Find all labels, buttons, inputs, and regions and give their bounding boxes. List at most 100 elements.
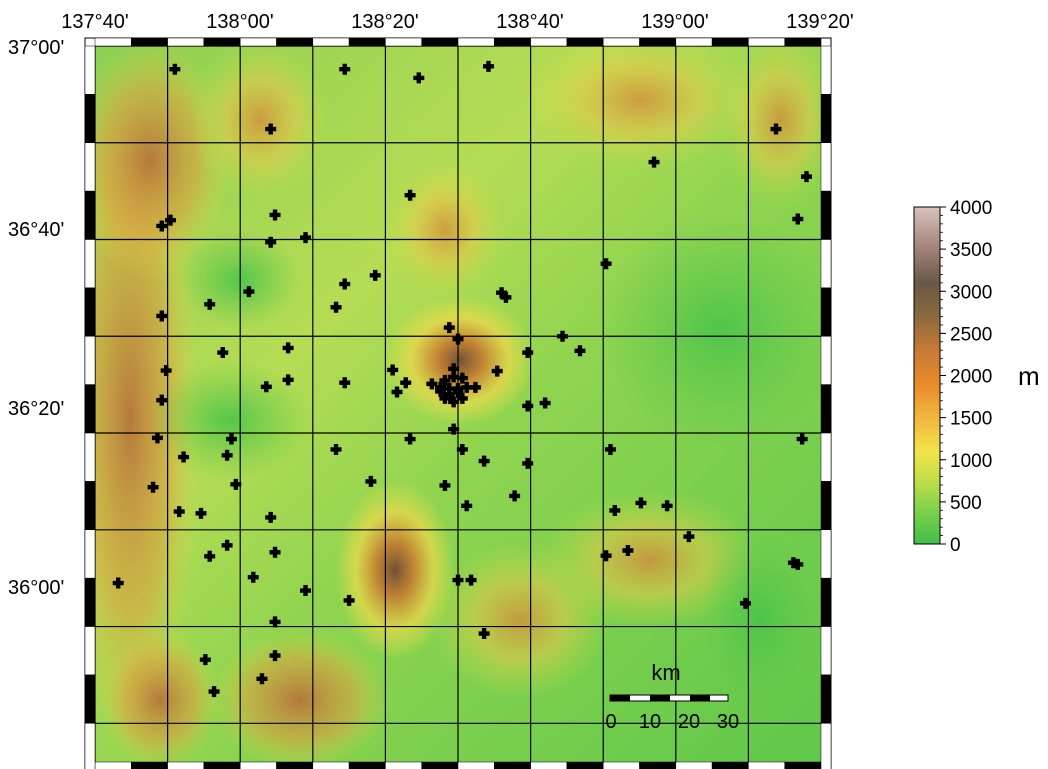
colorbar-tick-label: 2500 [950,324,992,345]
lon-label: 138°00' [206,11,273,33]
colorbar-tick-label: 1000 [950,451,992,472]
frame-tick-bottom [203,761,241,769]
station-marker [169,63,181,75]
station-marker [443,322,455,334]
station-marker [217,347,229,359]
station-marker [461,381,473,393]
frame-tick-left [84,190,96,240]
station-marker [740,597,752,609]
scale-segment [610,695,630,701]
station-marker [452,333,464,345]
station-marker [282,342,294,354]
lon-label: 138°20' [351,11,418,33]
seismic-stations [112,60,812,698]
station-marker [282,374,294,386]
station-marker [156,220,168,232]
station-marker [269,616,281,628]
station-marker [225,433,237,445]
longitude-labels: 137°40' 138°00' 138°20' 138°40' 139°00' … [61,11,853,33]
station-marker [221,539,233,551]
frame-tick-right [820,336,832,385]
frame-tick-top [639,37,677,47]
station-marker [269,209,281,221]
frame-tick-top [784,37,822,47]
frame-tick-right [820,529,832,579]
station-marker [339,278,351,290]
station-marker [574,345,586,357]
colorbar-tick-label: 3500 [950,240,992,261]
lon-label: 138°40' [496,11,563,33]
frame-tick-left [84,723,96,769]
lat-label: 36°40' [8,219,64,241]
colorbar-ticks: 4000 3500 3000 2500 2000 1500 1000 500 0 [940,198,992,556]
frame-tick-bottom [239,761,277,769]
station-marker [609,504,621,516]
frame-tick-top [385,37,422,47]
frame-tick-left [84,94,96,144]
station-marker [339,377,351,389]
station-marker [522,347,534,359]
frame-tick-bottom [639,761,677,769]
station-marker [770,123,782,135]
frame-tick-top [203,37,241,47]
station-marker [539,397,551,409]
station-marker [456,372,468,384]
station-marker [557,330,569,342]
frame-tick-top [711,37,749,47]
frame-tick-left [84,577,96,627]
station-marker [265,236,277,248]
station-marker [343,594,355,606]
station-marker [260,381,272,393]
station-marker [413,72,425,84]
station-marker [439,374,451,386]
station-marker [648,156,660,168]
station-marker [247,571,259,583]
station-marker [256,673,268,685]
frame-tick-bottom [784,761,822,769]
frame-tick-left [84,287,96,337]
frame-tick-top [566,37,604,47]
frame-tick-top [457,37,495,47]
station-marker [600,550,612,562]
station-marker [204,550,216,562]
lat-label: 36°20' [8,398,64,420]
scale-label: 0 [605,711,616,733]
station-marker [112,577,124,589]
frame-tick-top [131,37,168,47]
station-marker [452,387,464,399]
frame-tick-right [820,626,832,676]
frame-tick-bottom [312,761,350,769]
station-marker [443,388,455,400]
station-marker [208,686,220,698]
station-marker [452,574,464,586]
station-marker [400,377,412,389]
frame-tick-left [84,384,96,434]
frame-tick-left [84,336,96,385]
station-marker [230,478,242,490]
colorbar-tick-label: 0 [950,535,961,556]
station-marker [456,392,468,404]
station-marker [178,451,190,463]
station-marker [469,381,481,393]
station-marker [243,286,255,298]
station-marker [491,365,503,377]
frame-tick-top [530,37,568,47]
station-marker [195,507,207,519]
frame-tick-right [820,577,832,627]
frame-tick-right [820,287,832,337]
colorbar-tick-label: 500 [950,493,982,514]
station-marker [600,258,612,270]
frame-tick-left [84,239,96,289]
station-marker [448,423,460,435]
station-marker [792,558,804,570]
frame-tick-right [820,432,832,482]
station-marker [369,269,381,281]
frame-tick-top [348,37,386,47]
station-marker [160,365,172,377]
station-marker [478,628,490,640]
station-marker [221,449,233,461]
station-marker [522,457,534,469]
frame-tick-top [312,37,350,47]
station-marker [500,291,512,303]
